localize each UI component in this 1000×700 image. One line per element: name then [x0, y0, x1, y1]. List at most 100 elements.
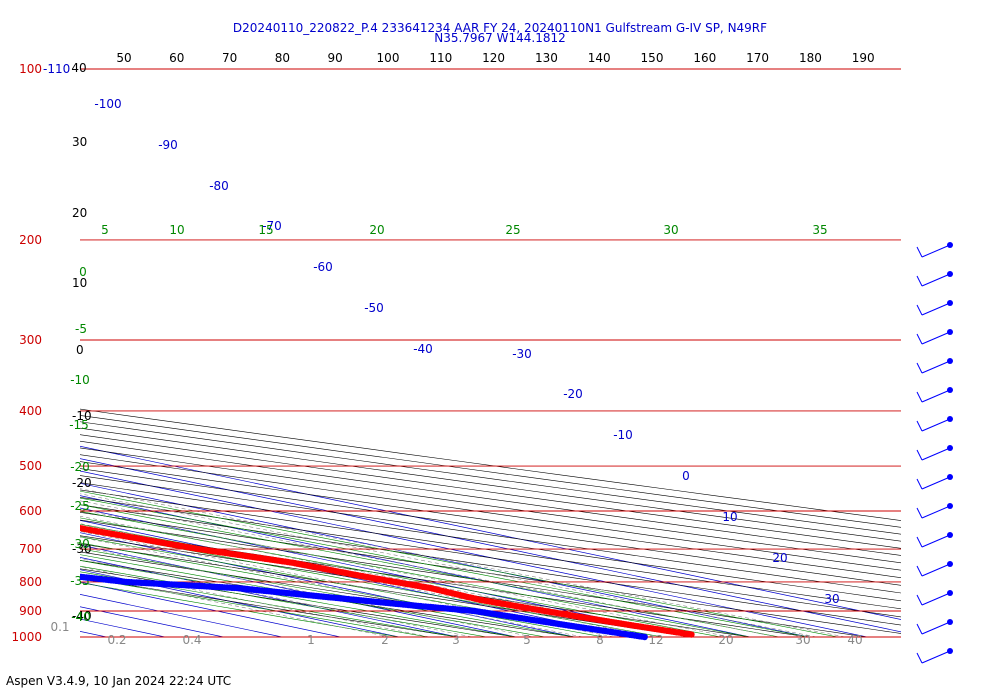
dry-adiabat-line: [80, 504, 901, 626]
dry-adiabat-line: [80, 427, 901, 542]
dry-adiabat-line: [80, 482, 901, 602]
top-scale-label: 70: [222, 51, 237, 65]
moist-adiabat-line: [80, 517, 721, 638]
pressure-tick-label: 400: [19, 404, 42, 418]
profiles: [0, 510, 695, 641]
dewpoint-point: [53, 571, 59, 577]
mixing-ratio-line: [80, 509, 731, 638]
dewpoint-point: [28, 568, 34, 574]
pressure-tick-label: 100: [19, 62, 42, 76]
moist-adiabat-label: 5: [101, 223, 109, 237]
temperature-point: [0, 510, 2, 516]
wind-barb-shaft: [921, 244, 951, 258]
dewpoint-point: [51, 571, 57, 577]
dry-adiabat-line: [80, 519, 868, 638]
isotherm-line: [80, 495, 751, 638]
moist-adiabat-label: 30: [663, 223, 678, 237]
dry-adiabat-line: [80, 527, 809, 638]
wind-barb-shaft: [921, 592, 951, 606]
isotherm-line: [80, 445, 901, 620]
moist-adiabat-line: [80, 504, 780, 638]
top-scale-label: 180: [799, 51, 822, 65]
chart-subtitle: N35.7967 W144.1812: [434, 31, 566, 45]
mixing-ratio-label: 30: [795, 633, 810, 647]
wind-barb-feather: [916, 507, 923, 519]
dewpoint-point: [0, 565, 2, 571]
temperature-point: [688, 631, 695, 638]
dry-adiabat-line: [80, 512, 901, 634]
dewpoint-point: [31, 568, 37, 574]
dewpoint-point: [1, 565, 7, 571]
isotherm-label: -50: [364, 301, 384, 315]
dewpoint-point: [58, 571, 64, 577]
dry-adiabat-line: [80, 551, 634, 638]
left-scale-label: -30: [72, 542, 92, 556]
mixing-ratio-line: [80, 566, 430, 638]
wind-barb: [916, 387, 953, 403]
wind-barb: [916, 561, 953, 577]
isotherm-label: 20: [772, 551, 787, 565]
moist-adiabat-label: 35: [812, 223, 827, 237]
moist-adiabat-label: -15: [69, 418, 89, 432]
wind-barb-shaft: [921, 563, 951, 577]
dewpoint-point: [23, 568, 29, 574]
wind-barb: [916, 416, 953, 432]
moist-adiabat-label: -40: [71, 610, 91, 624]
mixing-ratio-label: 12: [648, 633, 663, 647]
dry-adiabat-line: [80, 535, 751, 638]
isotherm-label: 10: [722, 510, 737, 524]
wind-barb-shaft: [921, 360, 951, 374]
temperature-point: [40, 518, 46, 524]
mixing-ratio-label: 0.1: [50, 620, 69, 634]
dry-adiabat-line: [80, 421, 901, 535]
moist-adiabat-label: -5: [75, 322, 87, 336]
pressure-tick-label: 600: [19, 504, 42, 518]
isotherm-line: [80, 507, 692, 638]
top-scale-label: 40: [71, 61, 86, 75]
temperature-point: [54, 521, 60, 527]
top-scale-label: 190: [852, 51, 875, 65]
pressure-tick-label: 1000: [11, 630, 42, 644]
dewpoint-point: [3, 566, 9, 572]
moist-adiabat-line: [80, 530, 663, 638]
wind-barb: [916, 648, 953, 664]
dewpoint-point: [63, 572, 69, 578]
temperature-point: [47, 519, 53, 525]
dry-adiabat-line: [80, 475, 901, 594]
moist-adiabat-line: [80, 565, 487, 638]
top-scale-label: 140: [588, 51, 611, 65]
dry-adiabat-line: [80, 461, 901, 579]
left-scale-label: 30: [72, 135, 87, 149]
temperature-point: [80, 526, 81, 529]
dewpoint-point: [13, 566, 19, 572]
pressure-tick-label: 500: [19, 459, 42, 473]
top-scale-label: 100: [377, 51, 400, 65]
top-scale-label: 130: [535, 51, 558, 65]
temperature-point: [57, 521, 63, 527]
mixing-ratio-label: 40: [847, 633, 862, 647]
isotherm-label: -40: [413, 342, 433, 356]
top-scale-label: 90: [328, 51, 343, 65]
dewpoint-point: [61, 572, 67, 578]
top-scale-label: 120: [482, 51, 505, 65]
temperature-point: [8, 512, 14, 518]
mixing-ratio-label: 5: [523, 633, 531, 647]
temperature-point: [49, 520, 55, 526]
chart-title: D20240110_220822_P.4 233641234 AAR FY 24…: [232, 21, 768, 35]
isotherm-label: -100: [94, 97, 121, 111]
dewpoint-point: [26, 568, 32, 574]
isotherm-label: -90: [158, 138, 178, 152]
temperature-point: [0, 511, 6, 517]
moist-adiabat-label: 0: [79, 265, 87, 279]
moist-adiabat-label: -10: [70, 373, 90, 387]
mixing-ratio-label: 1: [307, 633, 315, 647]
wind-barb-feather: [916, 391, 923, 403]
wind-barb-shaft: [921, 302, 951, 316]
mixing-ratio-line: [80, 500, 778, 638]
wind-barb-feather: [916, 478, 923, 490]
temperature-point: [0, 510, 4, 516]
mixing-ratio-label: 2: [381, 633, 389, 647]
wind-barb-shaft: [921, 534, 951, 548]
temperature-point: [42, 518, 48, 524]
moist-adiabat-label: 10: [169, 223, 184, 237]
